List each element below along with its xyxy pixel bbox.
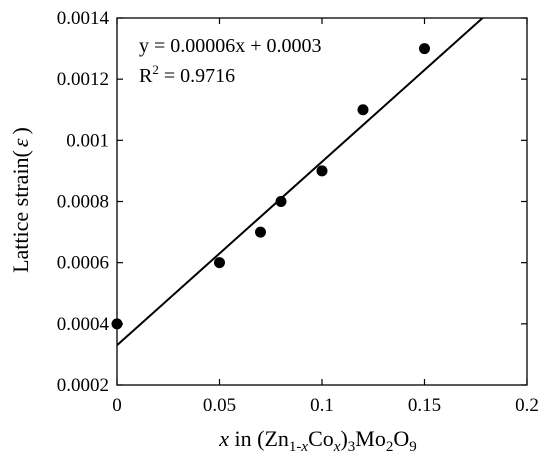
x-tick-label: 0.15 xyxy=(408,395,441,416)
r-squared: R2 = 0.9716 xyxy=(139,62,235,87)
data-point xyxy=(111,318,123,330)
x-tick-label: 0.1 xyxy=(310,395,334,416)
y-tick-label: 0.0002 xyxy=(57,375,109,396)
data-points xyxy=(111,43,430,330)
data-point xyxy=(275,196,287,207)
y-tick-label: 0.0014 xyxy=(57,8,110,29)
x-axis-label: x in (Zn1-xCox)3Mo2O9 xyxy=(218,426,416,455)
data-point xyxy=(214,257,225,269)
fit-line xyxy=(116,17,484,346)
data-point xyxy=(357,104,369,116)
fit-equation: y = 0.00006x + 0.0003 xyxy=(139,35,322,57)
x-tick-label: 0.05 xyxy=(203,395,236,416)
data-point xyxy=(419,43,430,55)
fit-layer xyxy=(116,17,484,346)
y-axis-label: Lattice strain(ε) xyxy=(8,127,33,273)
x-tick-label: 0 xyxy=(112,395,122,416)
x-tick-label: 0.2 xyxy=(515,395,539,416)
y-tick-label: 0.0004 xyxy=(57,314,110,335)
data-point xyxy=(255,226,266,238)
y-tick-label: 0.0012 xyxy=(57,69,109,90)
y-axis-ticks: 0.0002 0.0004 0.0006 0.0008 0.001 0.0012 0.001… xyxy=(57,8,527,396)
y-tick-label: 0.001 xyxy=(66,130,109,151)
y-tick-label: 0.0006 xyxy=(57,253,109,274)
data-point xyxy=(316,165,328,177)
y-tick-label: 0.0008 xyxy=(57,192,109,213)
x-axis-ticks: 0 0.05 0.1 0.15 0.2 xyxy=(112,18,539,416)
